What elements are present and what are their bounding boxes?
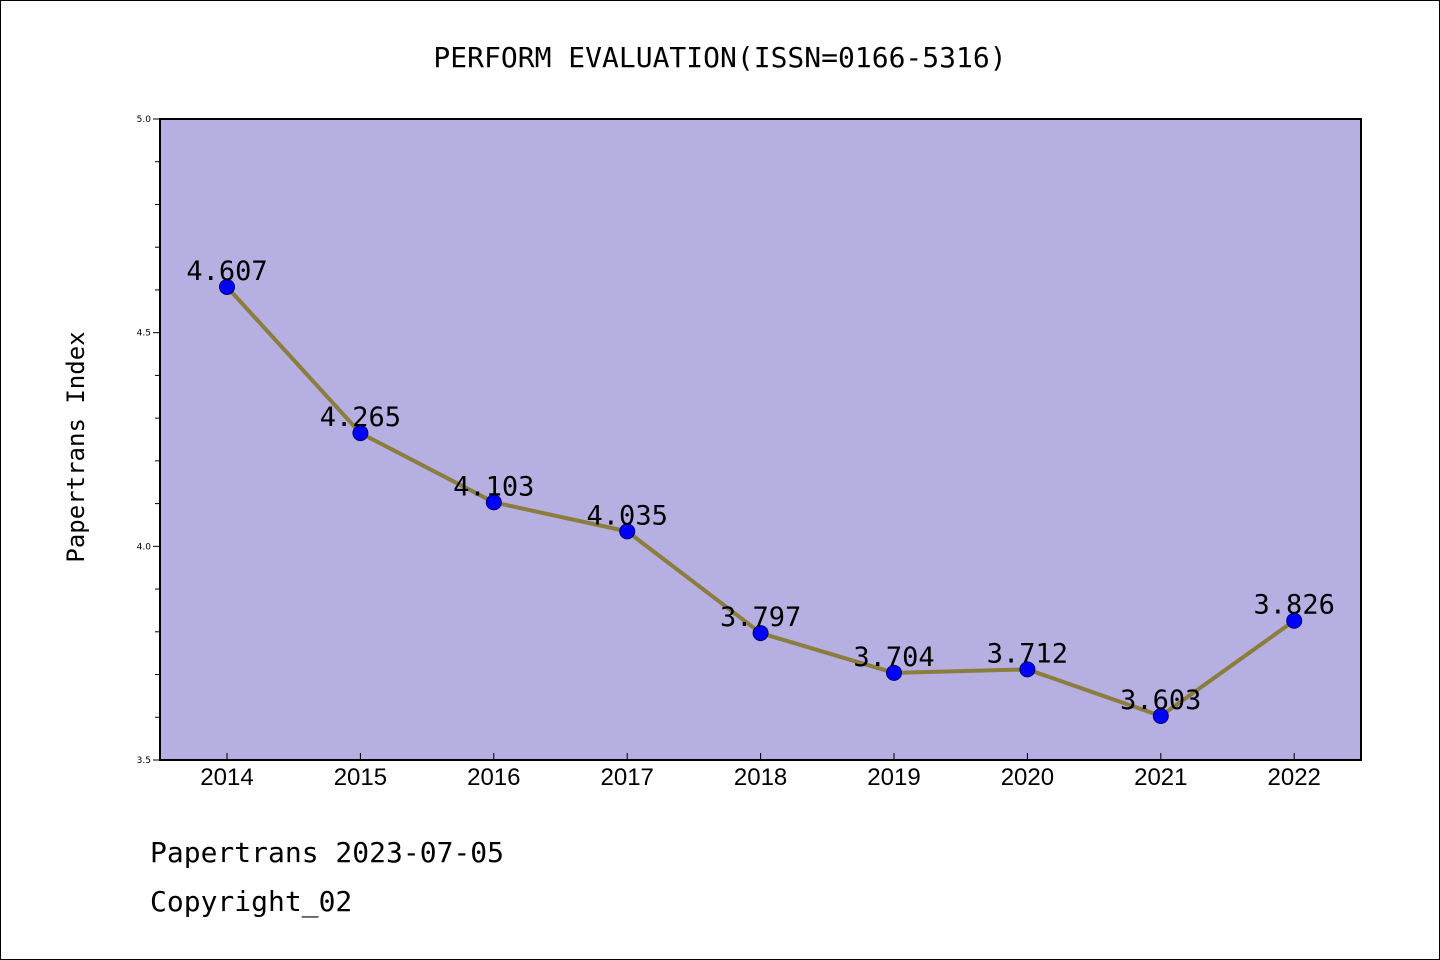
data-point xyxy=(485,494,502,511)
footer-date: Papertrans 2023-07-05 xyxy=(150,836,505,869)
x-tick-label: 2017 xyxy=(601,764,654,791)
y-axis: 3.5 4.0 4.5 5.0 xyxy=(137,115,160,766)
data-label: 3.712 xyxy=(987,638,1068,669)
x-tick-label: 2021 xyxy=(1134,764,1187,791)
markers-layer xyxy=(219,278,1303,724)
data-point xyxy=(752,625,769,642)
y-tick-label: 3.5 xyxy=(137,756,151,766)
data-point xyxy=(1019,661,1036,678)
x-tick-label: 2018 xyxy=(734,764,787,791)
data-labels-layer: 4.607 4.265 4.103 4.035 3.797 3.704 3.712 3.603… xyxy=(186,256,1334,716)
data-label: 3.797 xyxy=(720,602,801,633)
data-label: 4.103 xyxy=(453,471,534,502)
y-tick-label: 5.0 xyxy=(137,115,152,125)
x-tick-label: 2014 xyxy=(200,764,253,791)
x-tick-label: 2019 xyxy=(867,764,920,791)
data-label: 4.265 xyxy=(320,402,401,433)
y-tick-label: 4.0 xyxy=(137,542,152,552)
x-tick-label: 2016 xyxy=(467,764,520,791)
y-tick-label: 4.5 xyxy=(137,329,151,339)
data-point xyxy=(886,664,902,681)
data-label: 3.603 xyxy=(1120,685,1201,716)
footer-copyright: Copyright_02 xyxy=(150,885,353,918)
data-label: 3.704 xyxy=(853,642,934,673)
data-point xyxy=(352,425,369,442)
x-tick-label: 2022 xyxy=(1268,764,1321,791)
y-axis-label: Papertrans Index xyxy=(62,331,90,562)
data-point xyxy=(1286,612,1303,629)
data-label: 4.607 xyxy=(186,256,267,287)
data-point xyxy=(219,278,235,295)
x-tick-label: 2020 xyxy=(1001,764,1054,791)
data-point xyxy=(1152,707,1169,724)
chart-title: PERFORM EVALUATION(ISSN=0166-5316) xyxy=(433,41,1006,74)
plot-area xyxy=(159,118,1362,761)
data-point xyxy=(619,523,636,540)
x-axis: 2014 2015 2016 2017 2018 2019 2020 2021 2022 xyxy=(200,753,1321,791)
x-tick-label: 2015 xyxy=(334,764,387,791)
data-label: 4.035 xyxy=(587,500,668,531)
data-label: 3.826 xyxy=(1254,590,1335,621)
